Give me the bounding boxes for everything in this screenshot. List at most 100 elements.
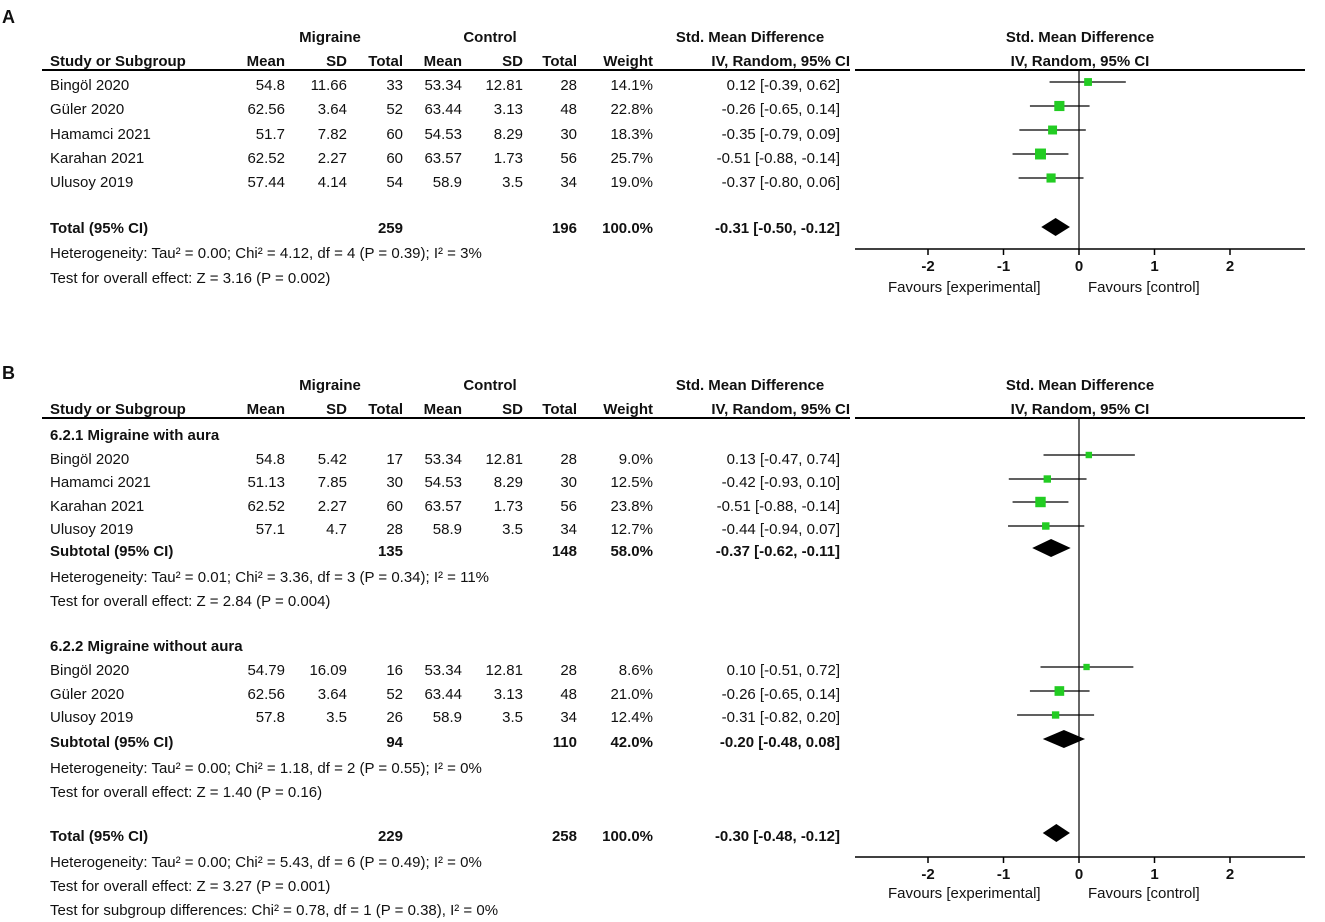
mean2: 54.53 <box>424 474 462 492</box>
subtotal-ci: -0.20 [-0.48, 0.08] <box>719 734 840 751</box>
subtotal-label: Subtotal (95% CI) <box>50 734 174 751</box>
favours-control: Favours [control] <box>1088 885 1200 902</box>
group1-header: Migraine <box>299 377 361 394</box>
sd1: 2.27 <box>317 149 347 167</box>
overall-effect-text: Test for overall effect: Z = 1.40 (P = 0… <box>50 784 323 801</box>
study-name: Güler 2020 <box>50 101 125 119</box>
panel-a-label: A <box>2 7 15 27</box>
sd1: 4.7 <box>326 520 347 538</box>
total-label: Total (95% CI) <box>50 220 149 237</box>
total2: 56 <box>560 149 577 167</box>
x-tick-label: -2 <box>921 866 934 883</box>
total-n1: 259 <box>377 220 403 237</box>
x-tick-label: 0 <box>1075 258 1083 275</box>
mean2-header: Mean <box>423 401 462 418</box>
study-name: Güler 2020 <box>50 685 125 703</box>
weight: 12.5% <box>610 474 653 492</box>
effect-ci: 0.12 [-0.39, 0.62] <box>726 77 840 94</box>
mean1: 57.8 <box>255 709 285 726</box>
total2: 34 <box>560 709 577 726</box>
effect-ci: -0.42 [-0.93, 0.10] <box>721 474 840 492</box>
total1: 26 <box>386 709 403 726</box>
subgroup-title: 6.2.1 Migraine with aura <box>50 427 220 444</box>
total-weight: 100.0% <box>602 828 653 845</box>
pooled-diamond <box>1042 730 1086 748</box>
study-marker <box>1051 711 1060 719</box>
subtotal-n2: 110 <box>552 734 577 751</box>
study-marker <box>1035 148 1046 160</box>
study-marker <box>1042 522 1050 530</box>
sd2: 12.81 <box>485 77 523 94</box>
study-marker <box>1048 125 1058 135</box>
sd2: 3.13 <box>493 685 523 703</box>
subtotal-ci: -0.37 [-0.62, -0.11] <box>715 543 840 560</box>
weight: 12.7% <box>610 520 653 538</box>
total-n2: 258 <box>551 828 577 845</box>
study-name: Karahan 2021 <box>50 149 145 167</box>
mean1: 54.79 <box>247 662 285 679</box>
forest-plot-b: -2 -1 0 1 2 <box>855 418 1305 883</box>
total1: 17 <box>386 451 403 468</box>
total1: 54 <box>386 174 403 192</box>
sd2-header: SD <box>502 53 523 70</box>
total-weight: 100.0% <box>602 220 653 237</box>
mean2: 58.9 <box>432 174 462 192</box>
total-label: Total (95% CI) <box>50 828 149 845</box>
mean2: 63.44 <box>424 101 462 119</box>
weight: 19.0% <box>610 174 653 192</box>
sd1: 7.82 <box>317 125 347 143</box>
method-header: IV, Random, 95% CI <box>711 53 850 70</box>
total2: 48 <box>560 685 577 703</box>
mean1: 62.52 <box>247 497 285 515</box>
x-tick-label: -1 <box>997 258 1010 275</box>
mean2: 63.57 <box>424 497 462 515</box>
study-name: Ulusoy 2019 <box>50 174 134 192</box>
mean1: 62.56 <box>247 101 285 119</box>
total1-header: Total <box>368 401 403 418</box>
subtotal-weight: 58.0% <box>610 543 653 560</box>
sd2: 3.13 <box>493 101 523 119</box>
weight: 12.4% <box>610 709 653 726</box>
effect-ci: -0.26 [-0.65, 0.14] <box>721 101 840 119</box>
effect-ci: -0.37 [-0.80, 0.06] <box>721 174 840 192</box>
mean1-header: Mean <box>246 53 285 70</box>
effect-ci: 0.13 [-0.47, 0.74] <box>726 451 840 468</box>
plot-method-header: IV, Random, 95% CI <box>1010 401 1150 418</box>
total2: 28 <box>560 662 577 679</box>
effect-ci: 0.10 [-0.51, 0.72] <box>726 662 840 679</box>
study-marker <box>1035 496 1046 508</box>
total2: 28 <box>560 451 577 468</box>
total1: 30 <box>386 474 403 492</box>
total2-header: Total <box>542 53 577 70</box>
group2-header: Control <box>463 377 517 394</box>
effect-ci: -0.31 [-0.82, 0.20] <box>721 709 840 726</box>
study-name: Hamamci 2021 <box>50 125 151 143</box>
effect-title: Std. Mean Difference <box>675 377 825 394</box>
sd2: 12.81 <box>485 662 523 679</box>
study-marker <box>1054 686 1065 696</box>
subtotal-n1: 94 <box>386 734 403 751</box>
total1: 52 <box>386 101 403 119</box>
study-marker <box>1083 663 1090 671</box>
mean2-header: Mean <box>423 53 462 70</box>
sd1: 7.85 <box>317 474 347 492</box>
overall-effect-text: Test for overall effect: Z = 2.84 (P = 0… <box>50 593 331 610</box>
x-tick-label: 2 <box>1226 258 1234 275</box>
total2: 56 <box>560 497 577 515</box>
pooled-diamond <box>1032 539 1071 557</box>
study-col-header: Study or Subgroup <box>50 401 186 418</box>
sd2: 12.81 <box>485 451 523 468</box>
favours-control: Favours [control] <box>1088 279 1200 296</box>
weight: 22.8% <box>610 101 653 119</box>
favours-experimental: Favours [experimental] <box>888 885 1041 902</box>
study-name: Bingöl 2020 <box>50 451 130 468</box>
study-name: Hamamci 2021 <box>50 474 151 492</box>
study-name: Ulusoy 2019 <box>50 709 134 726</box>
effect-ci: -0.35 [-0.79, 0.09] <box>721 125 840 143</box>
overall-effect-text: Test for overall effect: Z = 3.16 (P = 0… <box>50 270 331 287</box>
group2-header: Control <box>463 29 517 46</box>
study-name: Karahan 2021 <box>50 497 145 515</box>
method-header: IV, Random, 95% CI <box>711 401 850 418</box>
total2-header: Total <box>542 401 577 418</box>
mean2: 58.9 <box>432 709 462 726</box>
